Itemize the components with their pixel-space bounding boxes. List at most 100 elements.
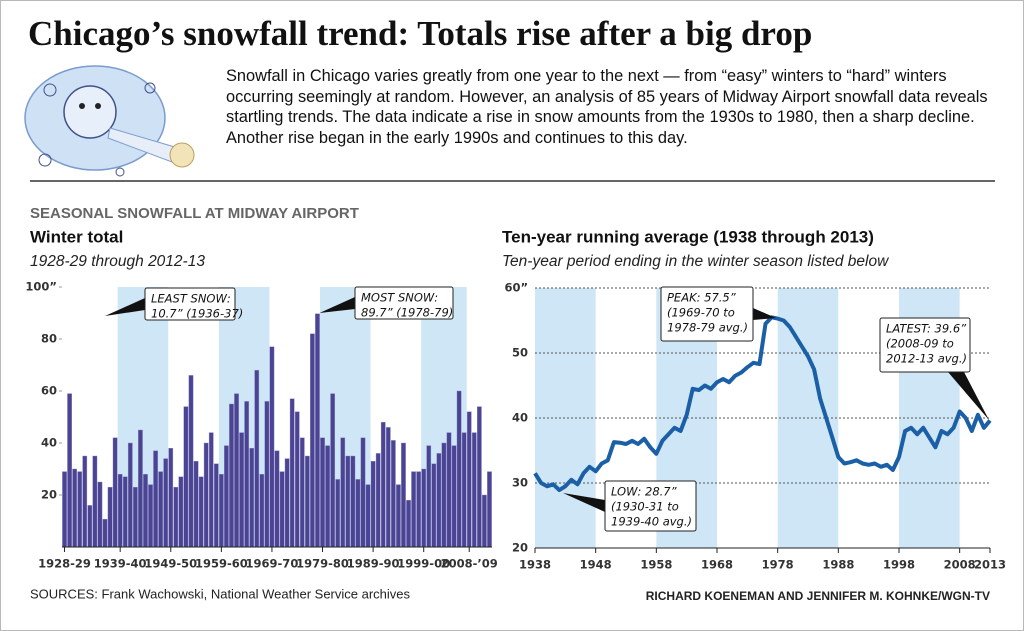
bar — [305, 455, 310, 548]
chart-subtitle: Ten-year period ending in the winter sea… — [502, 253, 890, 270]
bar — [239, 432, 244, 548]
bar — [92, 455, 98, 548]
annotation-text: MOST SNOW: — [361, 291, 438, 305]
annotation-text: PEAK: 57.5” — [667, 291, 737, 305]
callout-pointer — [563, 493, 605, 512]
annotation-text: 2012-13 avg.) — [886, 352, 967, 366]
page-title: Chicago’s snowfall trend: Totals rise af… — [28, 14, 813, 53]
bar — [67, 393, 72, 548]
bar — [158, 471, 163, 548]
bar — [87, 505, 93, 548]
bar — [178, 476, 184, 548]
annotation-text: 1939-40 avg.) — [611, 515, 692, 529]
bar — [487, 471, 492, 548]
callout-pointer — [948, 372, 989, 420]
bar — [219, 474, 224, 548]
bar — [107, 487, 113, 548]
intro-text: Snowfall in Chicago varies greatly from … — [226, 67, 988, 147]
bar — [259, 474, 265, 548]
credit: RICHARD KOENEMAN AND JENNIFER M. KOHNKE/… — [646, 589, 990, 603]
bar — [148, 484, 153, 548]
y-tick-label: 40 — [41, 436, 57, 450]
y-tick-label: 20 — [41, 488, 57, 502]
bar — [208, 432, 214, 548]
bar — [482, 494, 487, 548]
bar — [284, 458, 290, 548]
annotation-text: 10.7” (1936-37) — [151, 307, 243, 321]
bar — [102, 518, 108, 548]
bar — [62, 471, 67, 548]
bar — [72, 468, 77, 548]
annotation-text: LOW: 28.7” — [611, 485, 678, 499]
chart-subtitle: 1928-29 through 2012-13 — [30, 253, 205, 270]
bar — [127, 442, 133, 548]
y-tick-label: 60” — [504, 281, 528, 295]
bar — [264, 401, 270, 548]
bar — [117, 474, 123, 548]
bar — [213, 463, 219, 548]
bar — [436, 453, 442, 548]
bar — [289, 398, 295, 548]
bar — [183, 406, 189, 548]
bar — [451, 445, 457, 548]
bar — [133, 487, 138, 548]
bar — [471, 432, 477, 548]
y-tick-label: 60 — [41, 384, 57, 398]
x-tick-label: 1928-29 — [38, 557, 91, 571]
bar — [446, 432, 452, 548]
bar — [234, 393, 239, 548]
bar — [82, 455, 88, 548]
band — [535, 288, 596, 548]
annotation-text: 89.7” (1978-79) — [361, 306, 453, 320]
bar — [391, 440, 396, 548]
bar — [350, 455, 356, 548]
callout-box — [354, 286, 454, 320]
callout-box — [144, 287, 236, 321]
bar — [456, 390, 462, 548]
annotation-text: LEAST SNOW: — [151, 292, 231, 306]
bar — [315, 313, 320, 548]
bar — [229, 403, 234, 548]
x-tick-label: 1979-80 — [296, 557, 349, 571]
x-tick-label: 1978 — [762, 558, 794, 572]
callout-pointer — [105, 298, 145, 316]
bar — [249, 448, 255, 548]
bar — [244, 401, 249, 548]
callout-box — [604, 480, 697, 532]
bar — [203, 442, 209, 548]
x-tick-label: 1949-50 — [144, 557, 197, 571]
bar — [396, 484, 401, 548]
y-tick-label: 80 — [41, 332, 57, 346]
x-tick-label: 2008 — [944, 558, 976, 572]
x-tick-label: 2008-’09 — [441, 557, 498, 571]
callout-pointer — [753, 308, 776, 320]
bar — [421, 468, 427, 548]
annotation-text: LATEST: 39.6” — [886, 322, 967, 336]
callout-box — [879, 317, 971, 373]
y-tick-label: 40 — [512, 411, 528, 425]
x-tick-label: 1939-40 — [94, 557, 147, 571]
bar — [163, 458, 169, 548]
annotation-text: (2008-09 to — [886, 337, 954, 351]
bar — [406, 500, 411, 548]
bar — [477, 406, 482, 548]
callout-pointer — [319, 297, 355, 313]
bar — [426, 445, 432, 548]
bar — [77, 471, 83, 548]
bar — [294, 411, 300, 548]
bar — [310, 333, 315, 548]
y-tick-label: 30 — [512, 476, 528, 490]
bar — [365, 484, 371, 548]
bar — [188, 375, 194, 548]
annotation: LEAST SNOW:10.7” (1936-37) — [105, 287, 243, 321]
annotation-text: 1978-79 avg.) — [667, 321, 748, 335]
bar — [466, 411, 472, 548]
y-tick-label: 20 — [512, 541, 528, 555]
line — [533, 315, 992, 493]
bar — [299, 437, 305, 548]
bar — [325, 445, 330, 548]
